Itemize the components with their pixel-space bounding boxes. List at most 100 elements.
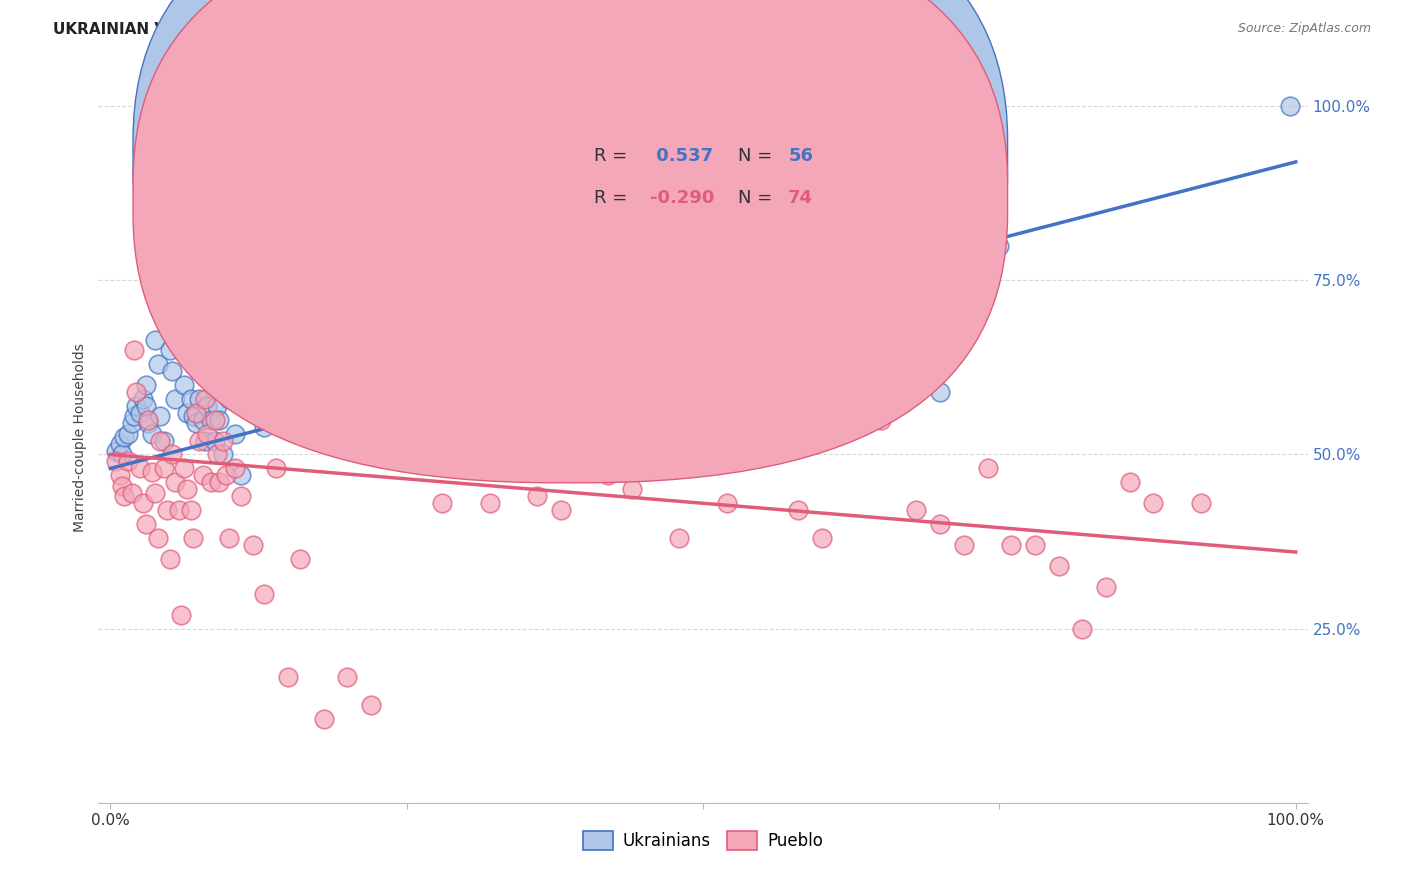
Point [170, 266, 193, 280]
Point [160, 448, 183, 462]
Point [200, 475, 222, 490]
Point [1071, 622, 1094, 636]
Point [264, 461, 287, 475]
Point [360, 698, 382, 713]
Point [834, 377, 856, 392]
Point [1047, 558, 1070, 573]
Point [188, 434, 211, 448]
Point [454, 343, 477, 357]
Point [1189, 496, 1212, 510]
Text: N =: N = [738, 189, 772, 207]
Text: 0.537: 0.537 [651, 147, 714, 165]
Point [218, 531, 240, 545]
Point [205, 448, 228, 462]
Point [288, 552, 311, 566]
Point [184, 416, 207, 430]
Point [197, 426, 219, 441]
Text: Source: ZipAtlas.com: Source: ZipAtlas.com [1237, 22, 1371, 36]
Point [224, 461, 246, 475]
Point [152, 434, 174, 448]
Text: atlas: atlas [606, 398, 800, 476]
Point [478, 496, 501, 510]
Point [212, 434, 235, 448]
Point [159, 552, 181, 566]
Point [976, 461, 998, 475]
Point [141, 465, 163, 479]
Point [408, 364, 430, 378]
Point [502, 377, 524, 392]
Point [194, 434, 217, 448]
Point [135, 377, 157, 392]
Point [166, 238, 188, 252]
Point [125, 384, 148, 399]
Point [159, 343, 181, 357]
Point [194, 392, 217, 406]
Point [253, 419, 276, 434]
Point [173, 377, 195, 392]
Point [132, 392, 155, 406]
Point [200, 412, 222, 426]
Text: R =: R = [595, 189, 627, 207]
Point [149, 409, 172, 424]
Point [905, 503, 928, 517]
Point [143, 485, 166, 500]
Point [212, 448, 235, 462]
Point [952, 538, 974, 552]
Point [146, 531, 169, 545]
Point [105, 454, 128, 468]
Point [205, 399, 228, 413]
Point [122, 409, 145, 424]
Point [117, 454, 139, 468]
Point [165, 392, 187, 406]
Text: 56: 56 [789, 147, 813, 165]
Point [121, 485, 143, 500]
Point [129, 406, 152, 420]
Text: -0.290: -0.290 [651, 189, 714, 207]
Point [668, 531, 690, 545]
Point [1142, 496, 1164, 510]
Point [312, 712, 335, 726]
Point [307, 399, 329, 413]
Point [156, 294, 179, 309]
Point [869, 412, 891, 426]
Point [716, 496, 738, 510]
Point [336, 329, 359, 343]
Point [180, 503, 202, 517]
Point [146, 357, 169, 371]
Point [620, 483, 643, 497]
Text: N =: N = [738, 147, 772, 165]
Point [135, 399, 157, 413]
Point [108, 437, 131, 451]
Point [149, 434, 172, 448]
Point [692, 392, 714, 406]
Point [136, 416, 159, 430]
Point [277, 670, 299, 684]
Point [125, 399, 148, 413]
Point [152, 461, 174, 475]
Point [141, 426, 163, 441]
Point [336, 670, 359, 684]
Point [242, 538, 264, 552]
Text: UKRAINIAN VS PUEBLO MARRIED-COUPLE HOUSEHOLDS CORRELATION CHART: UKRAINIAN VS PUEBLO MARRIED-COUPLE HOUSE… [53, 22, 720, 37]
Point [929, 384, 952, 399]
Point [181, 409, 204, 424]
Point [188, 392, 211, 406]
Point [181, 531, 204, 545]
Text: R =: R = [595, 147, 627, 165]
Point [117, 426, 139, 441]
Point [176, 406, 198, 420]
Point [204, 434, 226, 448]
Point [1278, 99, 1301, 113]
Point [135, 517, 157, 532]
Point [111, 479, 134, 493]
Point [191, 468, 214, 483]
Point [184, 406, 207, 420]
Point [763, 343, 786, 357]
Point [143, 333, 166, 347]
Point [191, 412, 214, 426]
Legend: Ukrainians, Pueblo: Ukrainians, Pueblo [576, 824, 830, 856]
Point [929, 517, 952, 532]
Point [218, 392, 240, 406]
Point [810, 531, 832, 545]
Point [384, 245, 406, 260]
